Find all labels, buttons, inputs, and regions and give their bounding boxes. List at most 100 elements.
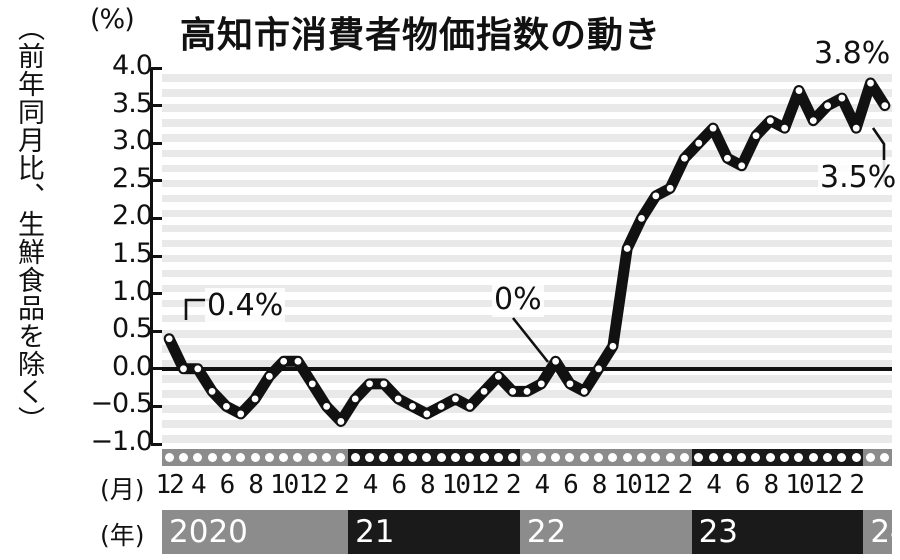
data-point-marker xyxy=(809,117,817,125)
data-point-marker xyxy=(423,410,431,418)
x-axis-month-label: 4 xyxy=(706,470,722,500)
year-band: 2020 xyxy=(162,510,349,554)
y-axis-tick-label: 3.0 xyxy=(112,125,153,157)
y-axis-tick xyxy=(151,367,162,371)
year-band: 21 xyxy=(348,510,520,554)
y-axis-tick xyxy=(151,216,162,220)
data-point-marker xyxy=(552,357,560,365)
x-axis-month-label: 10 xyxy=(441,470,471,500)
data-point-marker xyxy=(165,335,173,343)
dot-strip-dot xyxy=(620,449,634,466)
grid-stripe xyxy=(162,89,892,97)
grid-stripe xyxy=(162,149,892,158)
x-axis-month-label: 2 xyxy=(849,470,865,500)
year-band: 22 xyxy=(519,510,692,554)
y-axis-tick-labels: 4.0 3.5 3.0 2.5 2.0 1.5 1.0 0.5 0.0 −0.5 −1.0 xyxy=(60,50,153,464)
grid-stripe xyxy=(162,254,892,263)
data-point-marker xyxy=(738,162,746,170)
dot-strip-dot xyxy=(720,449,734,466)
dot-strip-dot xyxy=(577,449,591,466)
zero-baseline xyxy=(162,366,892,371)
x-axis-month-label: 8 xyxy=(419,470,436,500)
dot-strip-dot xyxy=(606,449,620,466)
data-point-marker xyxy=(437,403,445,410)
dot-strip-dot xyxy=(663,449,677,466)
data-point-marker xyxy=(766,117,774,125)
data-point-marker xyxy=(480,387,488,395)
grid-stripe xyxy=(162,375,892,383)
x-axis-month-label: 2 xyxy=(334,470,350,500)
data-point-marker xyxy=(394,395,402,403)
dot-strip-dot xyxy=(820,449,834,466)
cpi-line-path xyxy=(163,77,891,427)
data-point-marker xyxy=(595,365,602,373)
x-axis-dot-strip xyxy=(162,449,892,466)
data-point-marker xyxy=(852,124,860,132)
data-point-marker xyxy=(452,395,459,403)
dot-strip-dot xyxy=(377,449,391,466)
dot-strip-dot xyxy=(463,449,477,466)
dot-strip-dot xyxy=(534,449,548,466)
dot-strip-dot xyxy=(649,449,663,466)
data-point-marker xyxy=(652,192,660,200)
dot-strip-dot xyxy=(420,449,434,466)
dot-strip-dot xyxy=(348,449,362,466)
data-point-marker xyxy=(351,395,359,403)
dot-strip-dot xyxy=(234,449,248,466)
dot-strip-dot xyxy=(448,449,462,466)
y-axis-tick-label: 4.0 xyxy=(112,50,153,81)
dot-strip-dot xyxy=(305,449,319,466)
annotation-last-point: 3.5% xyxy=(818,160,899,195)
data-point-marker xyxy=(523,387,531,395)
data-point-marker xyxy=(194,365,202,373)
data-point-marker xyxy=(466,403,474,410)
x-axis-month-label: 2 xyxy=(505,470,522,500)
dot-strip-segment xyxy=(691,449,864,466)
y-axis-tick xyxy=(151,292,162,296)
data-point-marker xyxy=(580,387,588,395)
dot-strip-dot xyxy=(763,449,777,466)
dot-strip-dot xyxy=(434,449,448,466)
x-axis-month-label: 4 xyxy=(534,470,550,500)
x-axis-month-label: 12 xyxy=(470,470,499,500)
data-point-marker xyxy=(308,380,316,388)
y-axis-tick xyxy=(151,254,162,258)
x-axis-month-label: 8 xyxy=(591,470,608,500)
dot-strip-dot xyxy=(491,449,505,466)
x-axis-month-label: 12 xyxy=(642,470,671,500)
x-axis-month-labels: 12 4 6 8 10 12 2 4 6 8 10 12 2 4 6 8 10 12 2 4 6 8 10 12 2 xyxy=(156,470,892,500)
x-axis-month-label: 10 xyxy=(785,470,814,500)
dot-strip-dot xyxy=(319,449,333,466)
y-axis-tick xyxy=(151,179,162,183)
dot-strip-dot xyxy=(591,449,605,466)
dot-strip-segment xyxy=(162,449,349,466)
data-point-marker xyxy=(867,79,874,87)
y-axis-tick-label: 2.0 xyxy=(112,200,153,232)
cpi-line-series xyxy=(163,77,891,427)
data-point-marker xyxy=(509,387,517,395)
x-axis-month-label: 6 xyxy=(219,470,236,500)
x-axis-month-label: 12 xyxy=(155,470,185,500)
dot-strip-dot xyxy=(548,449,562,466)
data-point-marker xyxy=(795,87,803,94)
dot-strip-dot xyxy=(477,449,491,466)
grid-stripe xyxy=(162,104,892,112)
y-axis-tick-label: 3.5 xyxy=(112,87,153,119)
dot-strip-dot xyxy=(863,449,877,466)
dot-strip-dot xyxy=(506,449,520,466)
data-point-marker xyxy=(223,403,230,410)
data-point-marker xyxy=(752,132,760,140)
data-point-marker xyxy=(566,380,574,388)
x-axis-month-label: 10 xyxy=(270,470,299,500)
grid-stripe xyxy=(162,435,892,443)
x-axis-month-label: 8 xyxy=(763,470,780,500)
data-point-marker xyxy=(666,184,674,192)
y-axis-tick-label: 0.5 xyxy=(112,313,153,345)
x-axis-month-label: 6 xyxy=(734,470,751,500)
x-axis-month-label: 6 xyxy=(563,470,579,500)
grid-stripe xyxy=(162,405,892,413)
y-axis-tick xyxy=(151,104,162,108)
chart-title: 高知市消費者物価指数の動き xyxy=(180,15,662,56)
data-point-marker xyxy=(838,94,846,102)
grid-stripe xyxy=(162,269,892,278)
